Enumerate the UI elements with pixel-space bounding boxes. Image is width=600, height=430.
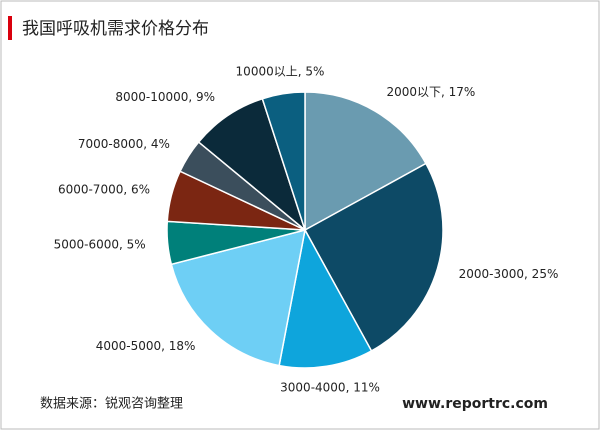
- title-marker: [8, 16, 12, 40]
- data-label: 2000-3000, 25%: [459, 267, 559, 281]
- pie-slice: [278, 227, 373, 369]
- pie-slice: [304, 91, 427, 232]
- data-label: 3000-4000, 11%: [280, 381, 380, 395]
- pie-slice: [303, 162, 444, 352]
- data-label: 7000-8000, 4%: [78, 137, 170, 151]
- data-label: 5000-6000, 5%: [54, 238, 146, 252]
- source: 数据来源：锐观咨询整理: [40, 397, 183, 412]
- data-label: 8000-10000, 9%: [115, 90, 215, 104]
- data-label: 10000以上, 5%: [236, 64, 325, 78]
- data-label: 4000-5000, 18%: [96, 339, 196, 353]
- chart-title: 我国呼吸机需求价格分布: [22, 19, 209, 39]
- pie-slice: [261, 91, 306, 231]
- pie-slice: [170, 228, 306, 367]
- data-label: 6000-7000, 6%: [58, 183, 150, 197]
- website: www.reportrc.com: [402, 396, 548, 412]
- data-label: 2000以下, 17%: [386, 85, 475, 99]
